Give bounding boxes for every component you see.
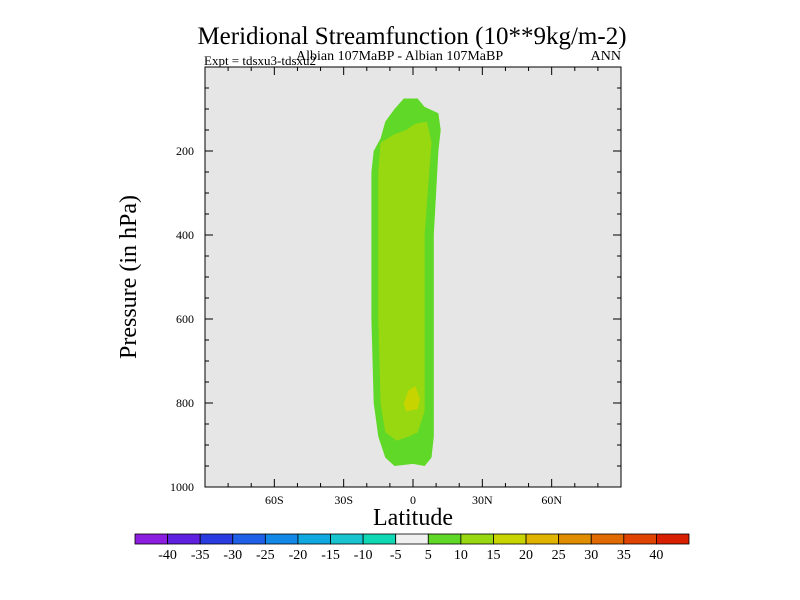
- colorbar-swatch: [395, 533, 429, 545]
- colorbar-label: 30: [584, 548, 598, 563]
- colorbar-swatch: [493, 533, 527, 545]
- y-tick-label: 600: [176, 312, 194, 326]
- colorbar-label: -25: [256, 548, 275, 563]
- colorbar-label: -5: [390, 548, 402, 563]
- x-tick-label: 60S: [265, 493, 284, 507]
- colorbar-swatch: [264, 533, 299, 545]
- x-tick-label: 0: [410, 493, 416, 507]
- x-tick-label: 30S: [334, 493, 353, 507]
- colorbar-labels: -40 -35 -30 -25 -20 -15 -10 -5 5 10 15 20 25 30 35 40: [158, 548, 663, 563]
- colorbar-label: 5: [425, 548, 432, 563]
- colorbar-swatch: [167, 533, 201, 545]
- colorbar-swatch: [590, 533, 625, 545]
- chart-subtitle-right: ANN: [591, 49, 621, 64]
- colorbar-swatch: [558, 533, 592, 545]
- x-axis-label: Latitude: [373, 505, 453, 531]
- colorbar-swatch: [656, 533, 690, 545]
- y-tick-labels: 200 400 600 800 1000: [170, 144, 194, 494]
- expt-label: Expt = tdsxu3-tdsxu2: [204, 53, 316, 68]
- colorbar-swatch: [297, 533, 331, 545]
- colorbar-swatch: [199, 533, 234, 545]
- colorbar-label: -10: [354, 548, 373, 563]
- colorbar-swatch: [330, 533, 364, 545]
- chart-title: Meridional Streamfunction (10**9kg/m-2): [197, 23, 626, 50]
- colorbar-swatch: [232, 533, 266, 545]
- axis-ticks: [205, 67, 621, 487]
- y-tick-label: 200: [176, 144, 194, 158]
- y-tick-label: 400: [176, 228, 194, 242]
- y-axis-label: Pressure (in hPa): [116, 195, 142, 359]
- contour-regions: [371, 98, 441, 466]
- colorbar-label: -40: [158, 548, 177, 563]
- colorbar-label: -35: [191, 548, 210, 563]
- colorbar-label: 35: [617, 548, 631, 563]
- colorbar-swatch: [460, 533, 494, 545]
- contour-region-3: [403, 386, 420, 412]
- colorbar-label: 40: [649, 548, 663, 563]
- colorbar-label: 10: [454, 548, 468, 563]
- contour-region-2: [378, 121, 432, 441]
- colorbar-label: -30: [223, 548, 242, 563]
- colorbar-swatch: [427, 533, 462, 545]
- colorbar-swatch: [134, 533, 168, 545]
- colorbar-label: 25: [552, 548, 566, 563]
- colorbar-label: -15: [321, 548, 340, 563]
- y-tick-label: 1000: [170, 480, 194, 494]
- colorbar-label: -20: [289, 548, 308, 563]
- x-tick-label: 30N: [472, 493, 493, 507]
- colorbar-swatch: [362, 533, 397, 545]
- x-tick-label: 60N: [541, 493, 562, 507]
- colorbar-swatch: [623, 533, 657, 545]
- colorbar-label: 15: [486, 548, 500, 563]
- x-tick-labels: 60S 30S 0 30N 60N: [265, 493, 562, 507]
- colorbar-label: 20: [519, 548, 533, 563]
- colorbar: [134, 533, 690, 545]
- colorbar-swatch: [525, 533, 560, 545]
- chart-subtitle-left: Albian 107MaBP - Albian 107MaBP: [296, 49, 503, 64]
- y-tick-label: 800: [176, 396, 194, 410]
